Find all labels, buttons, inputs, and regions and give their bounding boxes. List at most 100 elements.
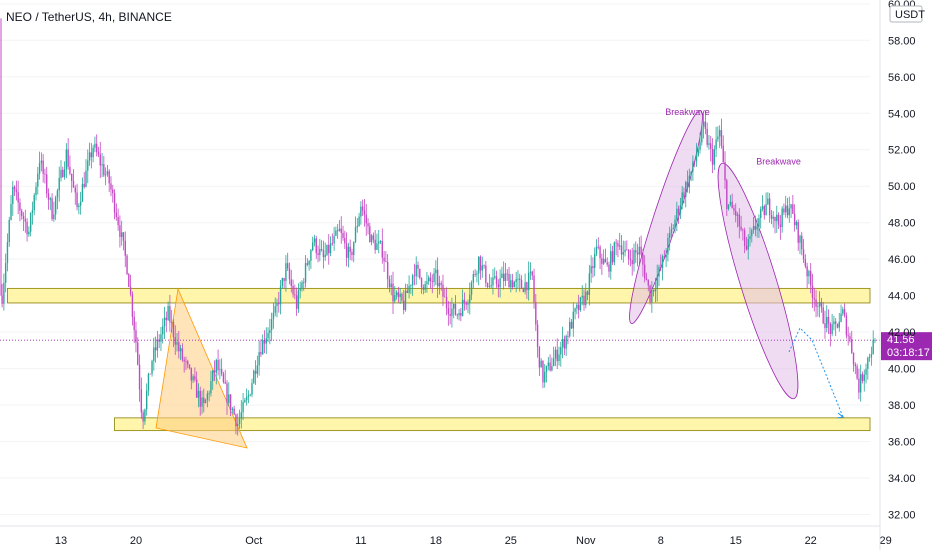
candle (542, 360, 544, 389)
candle (315, 235, 317, 259)
x-tick-label: Oct (245, 535, 262, 547)
candle (615, 238, 617, 256)
candle (395, 290, 398, 300)
candle (247, 390, 250, 404)
candle (419, 268, 421, 280)
candle (843, 303, 846, 318)
candle (76, 183, 78, 211)
candle (718, 125, 721, 149)
candle (727, 204, 730, 211)
candle (311, 236, 314, 252)
candle (281, 277, 284, 289)
candle (260, 339, 262, 357)
candle (597, 237, 599, 250)
candle (811, 273, 814, 308)
candle (617, 240, 619, 258)
candle (754, 215, 757, 237)
candle (87, 149, 89, 184)
candle (517, 270, 519, 289)
candle (54, 195, 57, 221)
candle (713, 145, 716, 171)
candle (344, 230, 346, 249)
candle (856, 363, 858, 380)
candle (22, 212, 25, 231)
candle (560, 341, 562, 367)
y-tick-label: 42.00 (888, 327, 916, 339)
candle (545, 365, 548, 383)
candle (820, 297, 823, 313)
candle (522, 287, 525, 293)
candle (797, 219, 799, 251)
candle (627, 249, 630, 265)
candle (49, 196, 51, 211)
candle (63, 161, 66, 180)
candle (527, 261, 530, 301)
candle (181, 343, 184, 362)
candle (540, 358, 542, 368)
candle (185, 356, 187, 371)
candle (604, 248, 607, 263)
candle (99, 141, 101, 179)
candle (777, 212, 780, 230)
candle (788, 196, 790, 223)
candle (340, 216, 342, 244)
candle (817, 301, 819, 317)
candle (276, 298, 278, 318)
candle (667, 233, 669, 262)
candle (818, 291, 821, 318)
candle (124, 231, 126, 268)
candle (536, 320, 539, 358)
y-tick-label: 48.00 (888, 218, 916, 230)
candle (279, 279, 282, 315)
candle (319, 238, 321, 262)
candle (408, 275, 410, 299)
candle (508, 266, 510, 288)
candle (795, 220, 798, 230)
candle (96, 134, 98, 157)
candle (701, 124, 703, 146)
candle (410, 284, 412, 294)
candle (392, 271, 394, 315)
annotation-label: Breakwave (756, 156, 801, 166)
candle (567, 331, 569, 345)
candle (608, 261, 610, 278)
candle (515, 271, 517, 293)
candle (554, 346, 557, 367)
candle (420, 277, 423, 294)
candle (645, 272, 648, 281)
candle (674, 215, 676, 234)
candle (704, 110, 707, 135)
candle (611, 245, 614, 265)
candle (581, 285, 583, 306)
support-zone (7, 287, 871, 304)
candle (577, 294, 580, 319)
candle (702, 113, 705, 139)
candle (563, 335, 566, 356)
candle (394, 286, 396, 304)
candle (647, 279, 649, 292)
chart-title: NEO / TetherUS, 4h, BINANCE (6, 10, 172, 24)
candle (594, 247, 596, 277)
candle (267, 327, 269, 343)
candle (490, 277, 492, 288)
candle (622, 240, 624, 263)
candle (497, 279, 500, 298)
candle (294, 284, 296, 300)
candle (606, 257, 608, 267)
candle (149, 373, 151, 375)
unit-badge (889, 5, 923, 23)
candle (94, 136, 96, 153)
candle (195, 371, 198, 398)
candle (808, 269, 810, 285)
candle (283, 277, 285, 289)
candle (845, 312, 848, 339)
candle (187, 359, 189, 369)
candle (326, 244, 328, 257)
candle (360, 201, 362, 225)
y-tick-label: 58.00 (888, 35, 916, 47)
candle (383, 250, 385, 272)
candle (861, 371, 864, 384)
candle (570, 318, 573, 330)
